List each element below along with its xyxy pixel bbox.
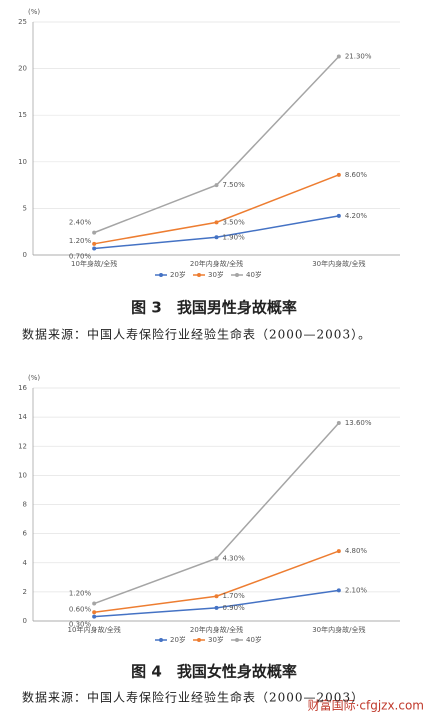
value-label: 0.60%: [69, 605, 92, 613]
y-tick-label: 4: [23, 559, 28, 567]
point: [214, 220, 219, 225]
legend-label: 30岁: [208, 270, 224, 279]
value-label: 13.60%: [345, 419, 372, 427]
point: [336, 172, 341, 177]
point: [336, 213, 341, 218]
value-label: 1.20%: [69, 237, 92, 245]
watermark: 财富国际·cfgjzx.com: [308, 698, 424, 713]
value-label: 4.80%: [345, 547, 368, 555]
x-tick-label: 30年内身故/全残: [312, 259, 365, 268]
legend-marker: [197, 273, 201, 277]
legend-label: 30岁: [208, 635, 224, 644]
point: [214, 235, 219, 240]
y-tick-label: 14: [18, 413, 27, 421]
source: 数据来源：中国人寿保险行业经验生命表（2000—2003）: [22, 690, 364, 705]
legend-marker: [159, 273, 163, 277]
y-tick-label: 0: [23, 251, 27, 259]
value-label: 2.40%: [69, 219, 92, 227]
x-tick-label: 10年身故/全残: [71, 259, 117, 268]
point: [92, 246, 97, 251]
y-tick-label: 8: [23, 501, 27, 509]
y-tick-label: 20: [18, 65, 27, 73]
value-label: 3.50%: [223, 218, 246, 226]
caption: 图 4 我国女性身故概率: [131, 663, 297, 681]
y-tick-label: 10: [18, 158, 27, 166]
value-label: 1.90%: [223, 233, 246, 241]
point: [214, 183, 219, 188]
y-tick-label: 2: [23, 588, 27, 596]
value-label: 0.90%: [223, 604, 246, 612]
point: [336, 420, 341, 425]
value-label: 7.50%: [223, 181, 246, 189]
point: [92, 614, 97, 619]
legend-marker: [197, 638, 201, 642]
caption: 图 3 我国男性身故概率: [131, 299, 297, 317]
legend-marker: [159, 638, 163, 642]
point: [214, 594, 219, 599]
y-tick-label: 15: [18, 111, 27, 119]
x-tick-label: 30年内身故/全残: [312, 625, 365, 634]
y-axis-label: (%): [28, 8, 40, 16]
legend-label: 40岁: [246, 270, 262, 279]
point: [336, 549, 341, 554]
line: [93, 55, 340, 234]
source: 数据来源：中国人寿保险行业经验生命表（2000—2003）。: [22, 327, 371, 342]
value-label: 0.30%: [69, 621, 92, 629]
point: [214, 556, 219, 561]
value-label: 1.20%: [69, 590, 92, 598]
point: [92, 601, 97, 606]
y-tick-label: 10: [18, 471, 27, 479]
value-label: 0.70%: [69, 252, 92, 260]
y-tick-label: 16: [18, 384, 27, 392]
value-label: 2.10%: [345, 586, 368, 594]
legend-label: 20岁: [170, 635, 186, 644]
line: [93, 422, 340, 605]
legend-label: 40岁: [246, 635, 262, 644]
x-tick-label: 10年内身故/全残: [68, 625, 121, 634]
y-tick-label: 12: [18, 442, 27, 450]
legend-marker: [235, 273, 239, 277]
point: [214, 605, 219, 610]
y-axis-label: (%): [28, 374, 40, 382]
point: [336, 588, 341, 593]
y-tick-label: 0: [23, 617, 27, 625]
y-tick-label: 6: [23, 530, 28, 538]
value-label: 1.70%: [223, 592, 246, 600]
value-label: 4.20%: [345, 212, 368, 220]
value-label: 4.30%: [223, 554, 246, 562]
point: [92, 241, 97, 246]
y-tick-label: 25: [18, 18, 27, 26]
legend-marker: [235, 638, 239, 642]
point: [92, 610, 97, 615]
legend-label: 20岁: [170, 270, 186, 279]
x-tick-label: 20年内身故/全残: [190, 625, 243, 634]
point: [336, 54, 341, 59]
value-label: 21.30%: [345, 52, 372, 60]
value-label: 8.60%: [345, 171, 368, 179]
point: [92, 230, 97, 235]
y-tick-label: 5: [23, 204, 27, 212]
x-tick-label: 20年内身故/全残: [190, 259, 243, 268]
